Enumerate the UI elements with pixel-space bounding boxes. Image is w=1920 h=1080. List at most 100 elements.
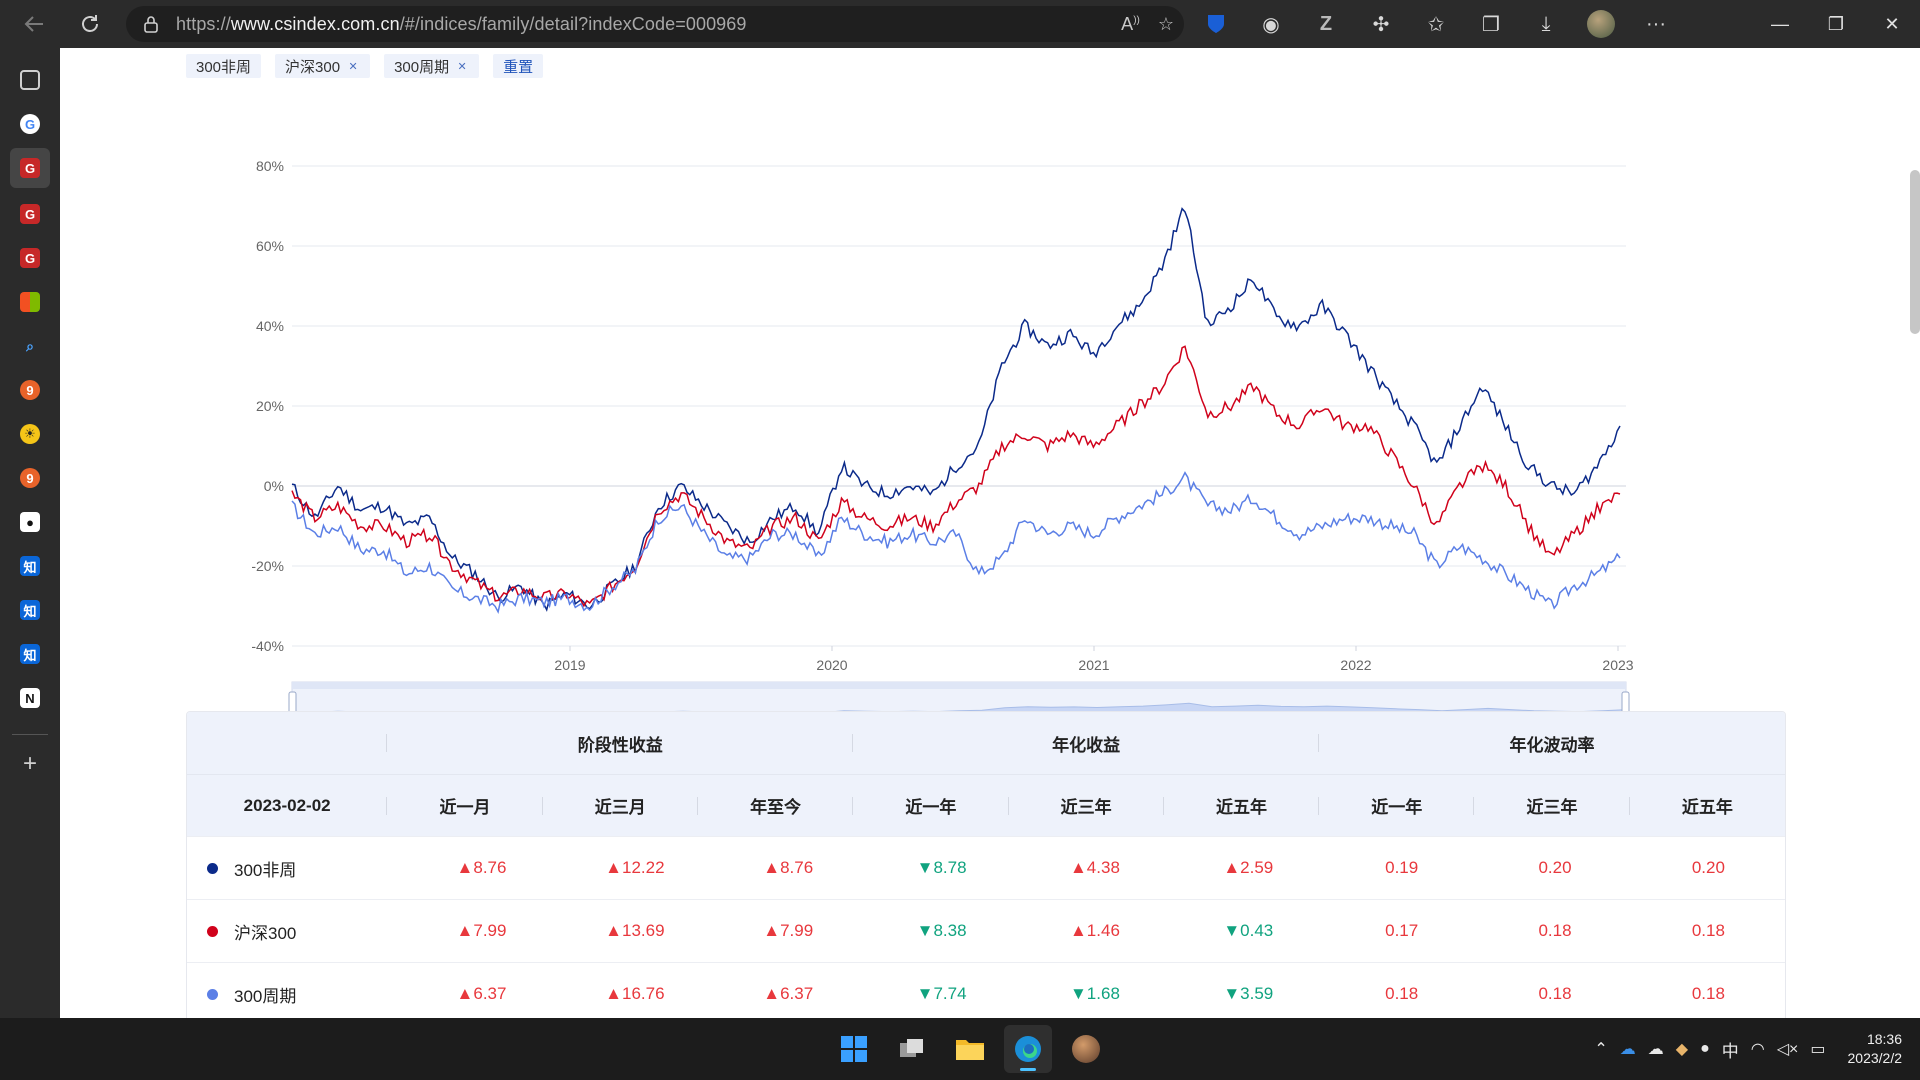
x-tick-label: 2019 [554,657,585,673]
value-cell: ▲12.22 [605,858,665,877]
browser-sidebar: G G G G ⌕ 9 ☀ 9 ● 知 知 知 N + [0,48,60,1018]
collections-icon[interactable]: ❐ [1482,13,1500,36]
series-line [291,471,1621,615]
series-name: 300非周 [234,860,297,880]
value-cell: ▲4.38 [1069,858,1120,877]
address-bar[interactable]: https://www.csindex.com.cn/#/indices/fam… [126,6,1184,42]
github-tab-icon[interactable]: ● [10,502,50,542]
value-cell: 0.20 [1538,858,1572,877]
cat-app-icon[interactable]: ◆ [1675,1041,1689,1058]
csindex-tab-icon[interactable]: G [10,148,50,188]
google-tab-icon[interactable]: G [10,104,50,144]
notion-tab-icon[interactable]: N [10,678,50,718]
app-tab-icon-2[interactable]: 9 [10,458,50,498]
value-cell: ▲1.46 [1069,921,1120,940]
app-tab-icon[interactable]: 9 [10,370,50,410]
series-name-cell: 300非周 [187,856,405,881]
file-explorer-button[interactable] [946,1025,994,1073]
minimize-button[interactable]: — [1771,13,1789,34]
column-header: 近一月 [387,793,543,818]
value-cell: ▼1.68 [1069,984,1120,1003]
chevron-up-icon[interactable]: ⌃ [1594,1041,1608,1058]
value-cell: ▲7.99 [763,921,814,940]
value-cell: 0.17 [1385,921,1419,940]
task-view-button[interactable] [888,1025,936,1073]
more-menu-icon[interactable]: ··· [1646,12,1666,35]
start-button[interactable] [830,1025,878,1073]
y-tick-label: 0% [264,478,284,494]
tab-actions-icon[interactable] [10,60,50,100]
value-cell: 0.18 [1385,984,1419,1003]
y-tick-label: 80% [256,158,284,174]
task-view-icon [900,1039,923,1057]
battery-icon[interactable]: ▭ [1810,1041,1826,1058]
scrollbar-thumb[interactable] [1910,170,1920,334]
reset-button[interactable]: 重置 [493,54,544,78]
mask-extension-icon[interactable]: ◉ [1262,13,1280,36]
value-cell: ▼3.59 [1223,984,1274,1003]
bitwarden-extension-icon[interactable] [1196,4,1236,44]
group-header-period-returns: 阶段性收益 [387,731,854,756]
windows-icon [841,1036,867,1062]
reload-button[interactable] [70,4,110,44]
refresh-icon [82,15,98,32]
extensions-icon[interactable]: ✣ [1372,13,1390,36]
value-cell: ▲8.76 [763,858,814,877]
back-button[interactable] [14,4,54,44]
column-header: 近三月 [543,793,699,818]
value-cell: 0.18 [1538,984,1572,1003]
microsoft-tab-icon[interactable] [10,282,50,322]
tag-300-non-cyclical[interactable]: 300非周 [186,54,262,78]
page-content: 300非周 沪深300 ✕ 300周期 ✕ 重置 80% 60% 40% 20% 0% -20… [60,48,1920,1018]
value-cell: ▲6.37 [456,984,507,1003]
clock[interactable]: 18:36 2023/2/2 [1848,1030,1903,1068]
lock-icon [144,16,158,33]
taskbar: ⌃ ☁ ☁ ◆ ● 中 ◠ ◁× ▭ 18:36 2023/2/2 [0,1018,1920,1080]
app-button[interactable] [1062,1025,1110,1073]
zhihu-tab-icon-3[interactable]: 知 [10,634,50,674]
url-text: https://www.csindex.com.cn/#/indices/fam… [176,13,747,34]
time: 18:36 [1866,1031,1902,1047]
group-header-annualized-volatility: 年化波动率 [1509,735,1595,755]
sun-tab-icon[interactable]: ☀ [10,414,50,454]
value-cell: ▼8.78 [916,858,967,877]
zhihu-tab-icon-2[interactable]: 知 [10,590,50,630]
value-cell: ▲6.37 [763,984,814,1003]
tag-label: 沪深300 [285,58,341,76]
tag-300-cyclical[interactable]: 300周期 ✕ [384,54,480,78]
favorites-icon[interactable]: ✩ [1427,13,1445,36]
csindex-tab-icon-2[interactable]: G [10,194,50,234]
read-aloud-icon[interactable]: A)) [1121,13,1140,34]
ime-indicator[interactable]: 中 [1721,1041,1739,1061]
column-header: 近三年 [1009,793,1165,818]
wifi-icon[interactable]: ◠ [1750,1041,1765,1058]
volume-muted-icon[interactable]: ◁× [1776,1041,1799,1058]
value-cell: ▼8.38 [916,921,967,940]
downloads-icon[interactable]: ⤓ [1541,12,1551,35]
search-tab-icon[interactable]: ⌕ [26,337,34,354]
close-icon[interactable]: ✕ [348,60,358,73]
cloud-icon[interactable]: ☁ [1647,1041,1664,1058]
add-tab-icon[interactable]: + [22,750,37,777]
favorite-add-icon[interactable]: ☆ [1157,13,1174,34]
y-tick-label: -20% [251,558,284,574]
close-icon[interactable]: ✕ [457,60,467,73]
returns-table: 阶段性收益 年化收益 年化波动率 2023-02-02 近一月 近三月 年至今 … [186,711,1786,1018]
profile-avatar[interactable] [1581,4,1621,44]
column-header: 近三年 [1474,793,1631,818]
onedrive-icon[interactable]: ☁ [1619,1041,1636,1058]
column-header: 近一年 [1319,793,1475,818]
qq-icon[interactable]: ● [1700,1040,1710,1057]
zhihu-tab-icon[interactable]: 知 [10,546,50,586]
zotero-extension-icon[interactable]: Z [1319,12,1333,35]
y-tick-label: -40% [251,638,284,654]
tag-label: 300周期 [394,58,450,76]
close-window-button[interactable]: ✕ [1884,13,1900,34]
series-dot-icon [207,988,218,1000]
series-name-cell: 300周期 [187,982,405,1007]
tag-csi300[interactable]: 沪深300 ✕ [275,54,371,78]
restore-button[interactable]: ❐ [1827,13,1845,34]
x-tick-label: 2020 [816,657,847,673]
csindex-tab-icon-3[interactable]: G [10,238,50,278]
edge-browser-button[interactable] [1004,1025,1052,1073]
